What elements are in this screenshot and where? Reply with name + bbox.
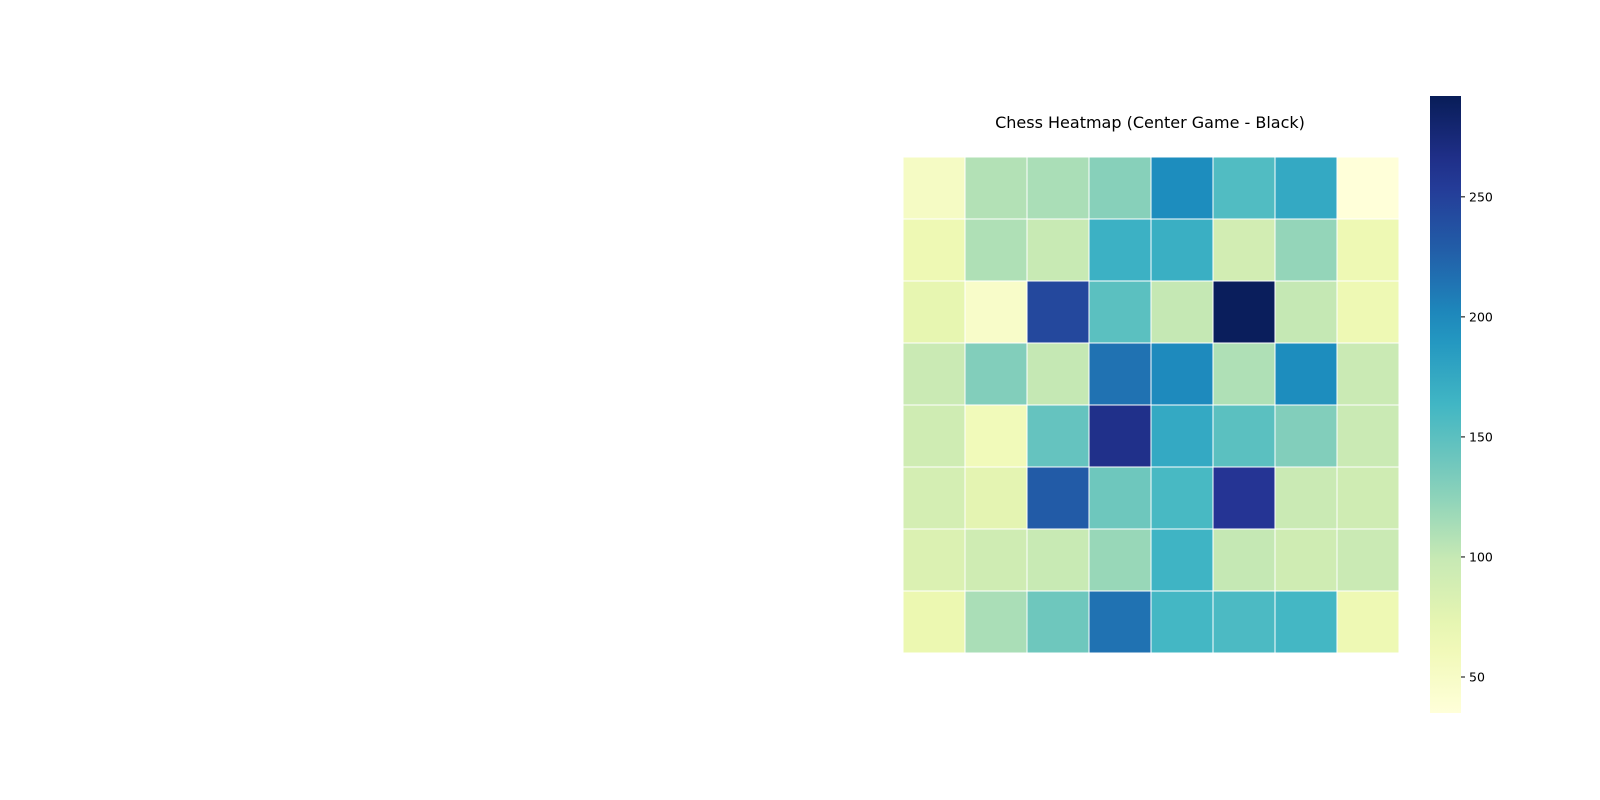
heatmap-cell-r4-c2	[1026, 404, 1090, 468]
heatmap-cell-r5-c0	[902, 466, 966, 530]
heatmap-cell-r4-c4	[1150, 404, 1214, 468]
heatmap-cell-r2-c3	[1088, 280, 1152, 344]
heatmap-cell-r5-c3	[1088, 466, 1152, 530]
colorbar-ticks: 50 100 150 200 250	[1461, 189, 1493, 684]
heatmap-cell-r4-c1	[964, 404, 1028, 468]
heatmap-cell-r7-c1	[964, 590, 1028, 654]
heatmap-cell-r7-c7	[1336, 590, 1400, 654]
heatmap-cells	[902, 156, 1400, 654]
heatmap-cell-r5-c5	[1212, 466, 1276, 530]
heatmap-cell-r6-c2	[1026, 528, 1090, 592]
heatmap-cell-r5-c4	[1150, 466, 1214, 530]
heatmap-cell-r1-c0	[902, 218, 966, 282]
heatmap-cell-r7-c2	[1026, 590, 1090, 654]
heatmap-cell-r7-c5	[1212, 590, 1276, 654]
heatmap-cell-r3-c3	[1088, 342, 1152, 406]
heatmap-cell-r2-c7	[1336, 280, 1400, 344]
heatmap-cell-r5-c1	[964, 466, 1028, 530]
heatmap-cell-r0-c2	[1026, 156, 1090, 220]
heatmap-cell-r0-c7	[1336, 156, 1400, 220]
heatmap-cell-r2-c6	[1274, 280, 1338, 344]
heatmap-cell-r1-c6	[1274, 218, 1338, 282]
heatmap-cell-r0-c4	[1150, 156, 1214, 220]
heatmap-cell-r5-c6	[1274, 466, 1338, 530]
heatmap-cell-r6-c1	[964, 528, 1028, 592]
heatmap-cell-r1-c1	[964, 218, 1028, 282]
colorbar-tick-label: 250	[1469, 189, 1493, 204]
heatmap-cell-r0-c5	[1212, 156, 1276, 220]
heatmap-cell-r1-c7	[1336, 218, 1400, 282]
heatmap-cell-r5-c2	[1026, 466, 1090, 530]
heatmap-cell-r7-c4	[1150, 590, 1214, 654]
colorbar: 50 100 150 200 250	[1430, 96, 1493, 713]
colorbar-tick-label: 50	[1469, 669, 1485, 684]
heatmap-cell-r1-c5	[1212, 218, 1276, 282]
colorbar-tick-label: 150	[1469, 429, 1493, 444]
heatmap-cell-r6-c4	[1150, 528, 1214, 592]
heatmap-cell-r0-c6	[1274, 156, 1338, 220]
heatmap-cell-r6-c3	[1088, 528, 1152, 592]
chart-title: Chess Heatmap (Center Game - Black)	[995, 113, 1305, 132]
colorbar-tick-label: 200	[1469, 309, 1493, 324]
heatmap-cell-r2-c1	[964, 280, 1028, 344]
heatmap-cell-r5-c7	[1336, 466, 1400, 530]
heatmap-cell-r4-c7	[1336, 404, 1400, 468]
heatmap-cell-r2-c5	[1212, 280, 1276, 344]
heatmap-cell-r2-c4	[1150, 280, 1214, 344]
heatmap-cell-r6-c6	[1274, 528, 1338, 592]
heatmap-cell-r2-c2	[1026, 280, 1090, 344]
heatmap-cell-r7-c6	[1274, 590, 1338, 654]
heatmap-cell-r0-c1	[964, 156, 1028, 220]
heatmap-cell-r0-c3	[1088, 156, 1152, 220]
heatmap-cell-r7-c0	[902, 590, 966, 654]
heatmap-cell-r4-c6	[1274, 404, 1338, 468]
heatmap-cell-r3-c6	[1274, 342, 1338, 406]
heatmap-cell-r6-c5	[1212, 528, 1276, 592]
heatmap-cell-r3-c7	[1336, 342, 1400, 406]
heatmap-cell-r4-c3	[1088, 404, 1152, 468]
heatmap-cell-r6-c7	[1336, 528, 1400, 592]
heatmap-cell-r1-c3	[1088, 218, 1152, 282]
heatmap-cell-r1-c2	[1026, 218, 1090, 282]
heatmap-cell-r3-c5	[1212, 342, 1276, 406]
heatmap-cell-r1-c4	[1150, 218, 1214, 282]
heatmap-cell-r3-c0	[902, 342, 966, 406]
heatmap-cell-r6-c0	[902, 528, 966, 592]
heatmap-cell-r4-c5	[1212, 404, 1276, 468]
heatmap-cell-r7-c3	[1088, 590, 1152, 654]
heatmap-cell-r3-c4	[1150, 342, 1214, 406]
colorbar-gradient	[1430, 96, 1461, 713]
heatmap-cell-r3-c2	[1026, 342, 1090, 406]
colorbar-tick-label: 100	[1469, 549, 1493, 564]
heatmap-cell-r3-c1	[964, 342, 1028, 406]
heatmap-cell-r2-c0	[902, 280, 966, 344]
heatmap-cell-r0-c0	[902, 156, 966, 220]
heatmap-cell-r4-c0	[902, 404, 966, 468]
